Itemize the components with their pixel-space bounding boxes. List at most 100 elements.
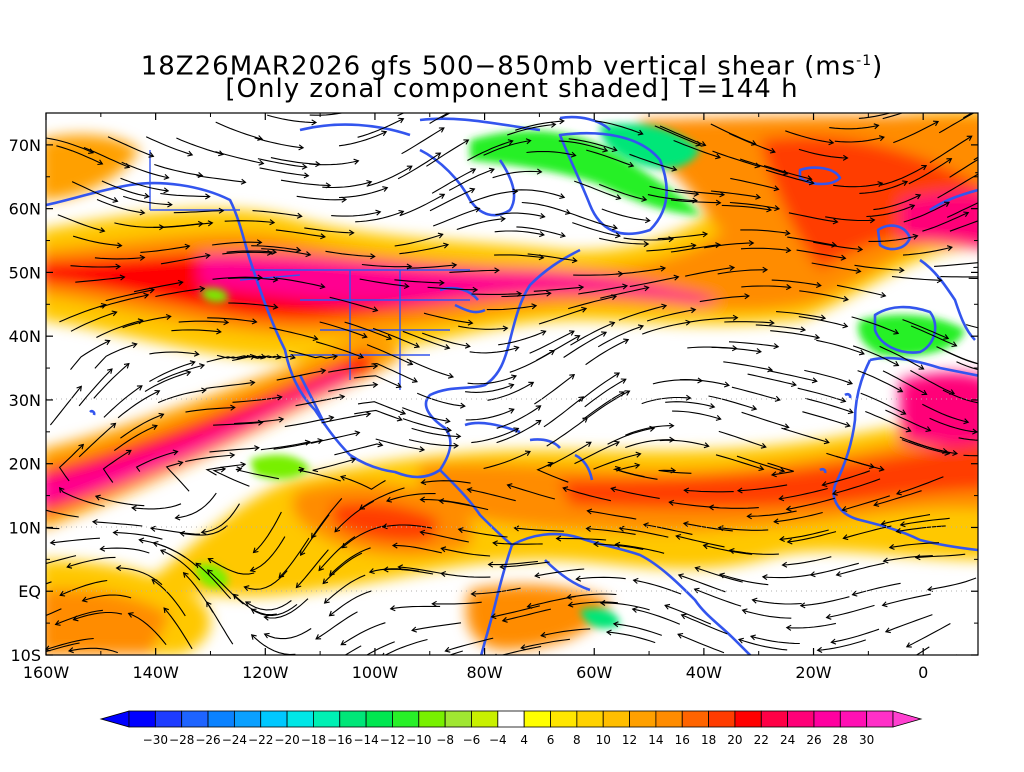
colorbar-swatch [630, 711, 656, 727]
streamline-arrowhead [977, 108, 982, 113]
colorbar-swatch [524, 711, 550, 727]
streamline-arrowhead [985, 401, 990, 406]
colorbar-swatch [471, 711, 497, 727]
colorbar-swatch [577, 711, 603, 727]
colorbar-label: 22 [754, 733, 769, 747]
colorbar-swatch [129, 711, 155, 727]
colorbar-label: 8 [573, 733, 581, 747]
lon-label: 140W [132, 663, 179, 682]
streamline-arrowhead [28, 564, 33, 569]
colorbar-label: 28 [833, 733, 848, 747]
streamline-arrowhead [1008, 449, 1013, 454]
streamline-arrowhead [992, 214, 997, 219]
colorbar-label: −8 [436, 733, 454, 747]
colorbar-label: −10 [406, 733, 431, 747]
lat-label: 70N [9, 136, 41, 155]
streamline-arrowhead [925, 102, 930, 107]
colorbar-label: 30 [859, 733, 874, 747]
streamline-arrowhead [921, 683, 926, 688]
colorbar-swatch [340, 711, 366, 727]
lat-label: 20N [9, 455, 41, 474]
streamline-arrowhead [31, 504, 36, 509]
streamline-arrowhead [1011, 330, 1015, 335]
streamline-arrowhead [1019, 264, 1023, 269]
lon-label: 60W [576, 663, 612, 682]
colorbar-swatch [261, 711, 287, 727]
colorbar-swatch [208, 711, 234, 727]
colorbar-label: −18 [301, 733, 326, 747]
lat-label: 50N [9, 263, 41, 282]
colorbar-swatch [366, 711, 392, 727]
lon-label: 100W [352, 663, 399, 682]
colorbar-label: −16 [327, 733, 352, 747]
colorbar-label: 16 [675, 733, 690, 747]
colorbar-label: −14 [353, 733, 378, 747]
streamline-arrowhead [1000, 370, 1004, 375]
colorbar-label: −30 [143, 733, 168, 747]
streamline-arrowhead [987, 151, 992, 156]
streamline-arrowhead [468, 99, 473, 104]
lat-label: EQ [18, 582, 41, 601]
colorbar-label: 4 [520, 733, 528, 747]
streamline-arrowhead [417, 665, 422, 670]
colorbar-swatch [182, 711, 208, 727]
streamline-arrowhead [317, 665, 322, 670]
colorbar-swatch [656, 711, 682, 727]
colorbar-swatch [392, 711, 418, 727]
streamline-arrowhead [437, 94, 442, 99]
colorbar-label: −22 [248, 733, 273, 747]
colorbar-swatch [287, 711, 313, 727]
map-plot-area [5, 94, 1023, 688]
colorbar-label: −4 [489, 733, 507, 747]
colorbar-swatch [419, 711, 445, 727]
colorbar-label: 20 [727, 733, 742, 747]
colorbar-swatch [445, 711, 471, 727]
lon-label: 20W [795, 663, 831, 682]
colorbar-label: 26 [806, 733, 821, 747]
streamline [963, 94, 1007, 117]
lat-label: 30N [9, 391, 41, 410]
colorbar-swatch [788, 711, 814, 727]
colorbar-low-arrow [101, 711, 129, 727]
colorbar-label: 18 [701, 733, 716, 747]
colorbar-label: 14 [648, 733, 663, 747]
colorbar-label: 10 [596, 733, 611, 747]
lon-label: 80W [466, 663, 502, 682]
streamline-arrowhead [1014, 277, 1018, 282]
lat-label: 10N [9, 518, 41, 537]
colorbar-swatch [551, 711, 577, 727]
lon-label: 160W [23, 663, 70, 682]
colorbar-swatch [761, 711, 787, 727]
colorbar-label: −20 [274, 733, 299, 747]
streamline-arrowhead [354, 108, 359, 113]
colorbar-label: −24 [222, 733, 247, 747]
colorbar-high-arrow [893, 711, 921, 727]
colorbar-swatch [735, 711, 761, 727]
lon-label: 40W [686, 663, 722, 682]
streamline-arrowhead [1003, 436, 1008, 441]
colorbar-label: −26 [195, 733, 220, 747]
colorbar-label: −28 [169, 733, 194, 747]
colorbar-swatch [155, 711, 181, 727]
colorbar-swatch [234, 711, 260, 727]
colorbar-swatch [840, 711, 866, 727]
streamline-arrowhead [1002, 94, 1007, 99]
streamline-arrowhead [16, 624, 21, 629]
colorbar-swatch [867, 711, 893, 727]
colorbar-swatch [498, 711, 524, 727]
streamline-arrowhead [984, 363, 989, 368]
colorbar-label: 6 [547, 733, 555, 747]
colorbar-swatch [603, 711, 629, 727]
colorbar-swatch [313, 711, 339, 727]
lon-label: 0 [918, 663, 928, 682]
colorbar-label: −12 [380, 733, 405, 747]
colorbar-swatch [709, 711, 735, 727]
colorbar-swatch [814, 711, 840, 727]
streamline-arrowhead [5, 594, 10, 599]
streamline-arrowhead [902, 107, 907, 112]
streamline-arrowhead [979, 260, 984, 265]
lat-label: 60N [9, 200, 41, 219]
